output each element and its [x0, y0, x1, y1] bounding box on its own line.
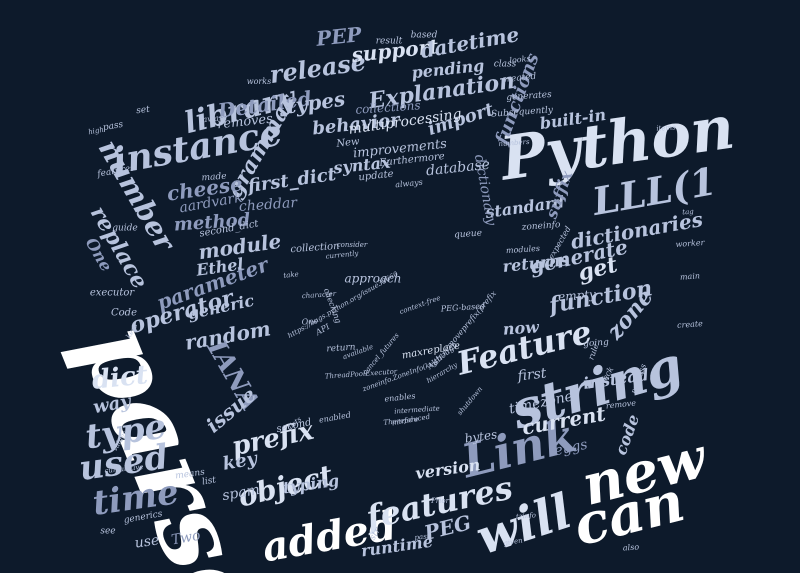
word-past: past — [414, 532, 430, 542]
word-worker: worker — [675, 238, 706, 249]
word-enables: enables — [384, 391, 416, 403]
word-cheddar: cheddar — [238, 195, 298, 215]
word-made: made — [201, 172, 227, 184]
word-see: see — [100, 527, 115, 537]
word-character: character — [302, 290, 337, 300]
word-generates: generates — [506, 90, 552, 103]
word-return: return — [326, 342, 356, 354]
word-enabled: enabled — [318, 410, 351, 424]
word-new: New — [335, 136, 361, 150]
word-cloud-words: parserPythonstringnewcanwillLinkaddedfea… — [57, 22, 739, 573]
word-one: One — [301, 316, 318, 326]
word-guide: guide — [112, 224, 138, 234]
word-remove: remove — [605, 398, 636, 410]
word-eggs: eggs — [553, 437, 589, 460]
word-first: first — [516, 365, 548, 384]
word-consider: consider — [337, 241, 368, 249]
word-class: class — [494, 60, 517, 70]
word-created: created — [501, 72, 537, 86]
word-also: also — [623, 542, 640, 552]
word-pass: pass — [102, 120, 124, 133]
word-always: always — [395, 178, 423, 190]
word-looks: looks — [509, 54, 531, 65]
word-use: use — [134, 532, 160, 551]
word-zoneinfo: zoneinfo — [520, 220, 561, 233]
word-https-bugs-python-org-issue38660: https://bugs.python.org/issue38660 — [286, 270, 400, 340]
word-database: database — [425, 157, 490, 180]
word-means: means — [175, 467, 206, 481]
word-set: set — [136, 105, 151, 116]
word-queue: queue — [454, 229, 483, 241]
word-high: high — [88, 126, 105, 137]
word-removes: removes — [216, 112, 273, 133]
word-given: given — [503, 536, 524, 547]
word-shutdown: shutdown — [456, 385, 485, 417]
word-tzinfo: tzinfo — [516, 511, 537, 520]
word-numbers: numbers — [498, 138, 530, 148]
word-prior: Prior — [430, 497, 450, 505]
word-create: create — [677, 319, 704, 330]
word-modules: modules — [506, 244, 541, 255]
word-subsequently: Subsequently — [491, 105, 554, 119]
word-bytes: bytes — [464, 427, 498, 445]
word-aware: aware — [202, 113, 228, 125]
word-going: going — [583, 338, 609, 350]
word-context-free: context-free — [398, 294, 441, 316]
word-approach: approach — [344, 272, 401, 286]
word-pep: PEP — [314, 22, 364, 51]
word-two: Two — [170, 528, 202, 549]
word-tag: tag — [682, 208, 695, 217]
word-take: take — [283, 270, 299, 280]
word-list: list — [201, 475, 217, 487]
word-collection: collection — [290, 241, 340, 255]
word-now: now — [502, 317, 541, 339]
word-code: Code — [111, 308, 137, 319]
word-empty: empty — [558, 287, 597, 304]
word-currently: currently — [325, 249, 359, 260]
word-peg-based: PEG-based — [440, 301, 486, 313]
word-update: update — [358, 169, 394, 184]
word-spam: spam — [221, 482, 261, 504]
word-intermediate: intermediate — [394, 404, 440, 415]
word-main: main — [680, 271, 701, 281]
word-collections: collections — [355, 98, 421, 117]
word-executor: executor — [90, 288, 136, 299]
word-therefore: Therefore — [383, 415, 419, 427]
word-result: result — [376, 37, 403, 47]
word-works: works — [247, 77, 271, 86]
word-based: based — [411, 31, 438, 41]
word-items: items — [656, 123, 676, 132]
word-dict: dict — [91, 360, 150, 396]
